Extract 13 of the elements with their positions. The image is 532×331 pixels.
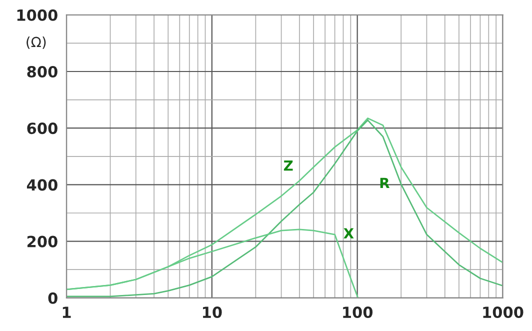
annotation: X (344, 228, 354, 238)
y-tick-label: 1000 (17, 9, 58, 21)
y-tick-label: 200 (27, 236, 58, 248)
y-tick-label: 800 (27, 66, 58, 78)
y-tick-label: 400 (26, 179, 58, 191)
y-axis-title: (Ω) (26, 36, 46, 49)
x-tick-label: 1 (62, 306, 71, 318)
y-tick-label: 0 (48, 292, 58, 304)
annotation: Z (284, 160, 293, 171)
x-tick-label: 10 (203, 306, 222, 318)
x-tick-label: 100 (343, 306, 373, 318)
x-tick-label: 1000 (483, 306, 524, 318)
y-tick-label: 600 (27, 122, 58, 134)
